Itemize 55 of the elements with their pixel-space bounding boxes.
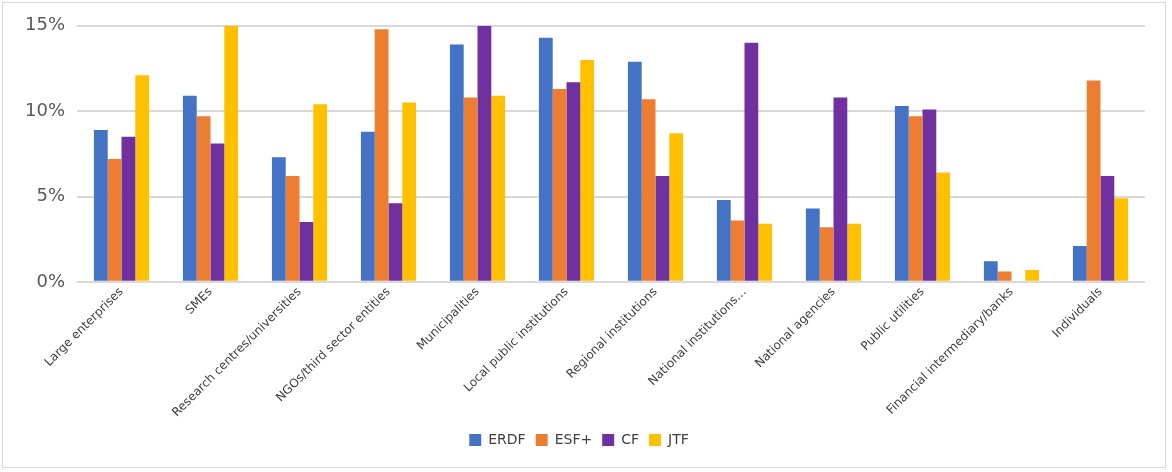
bar — [360, 131, 375, 281]
bar — [313, 104, 328, 281]
bar — [552, 88, 567, 281]
bar — [538, 37, 553, 281]
bar — [1100, 176, 1115, 281]
y-tick-label: 15% — [24, 13, 66, 35]
bar — [566, 82, 581, 281]
bar — [271, 157, 286, 281]
bar — [936, 172, 951, 281]
bar — [210, 143, 225, 281]
bar — [107, 158, 122, 281]
bar — [922, 109, 937, 281]
bar — [388, 203, 403, 281]
bar — [285, 176, 300, 281]
legend-label: ERDF — [488, 430, 526, 447]
bar — [805, 208, 820, 281]
bar — [744, 42, 759, 281]
legend-label: JTF — [667, 430, 689, 447]
bar — [847, 223, 862, 281]
bar — [449, 44, 464, 281]
bar — [655, 176, 670, 281]
bar — [716, 199, 731, 281]
bar — [997, 271, 1012, 281]
bar — [93, 129, 108, 281]
bar — [463, 97, 478, 281]
bar — [135, 75, 150, 281]
bar — [1114, 198, 1129, 281]
bar — [196, 116, 211, 281]
bar — [580, 59, 595, 281]
bar — [402, 102, 417, 281]
bar — [894, 106, 909, 281]
legend-label: CF — [621, 430, 640, 447]
bar — [833, 97, 848, 281]
bar — [983, 261, 998, 281]
bar — [908, 116, 923, 281]
bar — [1072, 246, 1087, 281]
bar — [1086, 80, 1101, 281]
bar — [121, 136, 136, 281]
bar — [627, 61, 642, 281]
bar — [669, 133, 684, 281]
bar — [641, 99, 656, 281]
bar — [730, 220, 745, 281]
bar — [299, 222, 314, 281]
legend-label: ESF+ — [554, 430, 593, 447]
bar — [477, 25, 492, 281]
bar — [374, 29, 389, 281]
bar — [491, 95, 506, 281]
bar — [819, 227, 834, 281]
y-tick-label: 5% — [36, 184, 66, 206]
bar — [1025, 269, 1040, 281]
bar — [758, 223, 773, 281]
bar — [224, 25, 239, 281]
y-tick-label: 0% — [36, 269, 66, 291]
bar — [182, 95, 197, 281]
y-tick-label: 10% — [24, 98, 66, 120]
